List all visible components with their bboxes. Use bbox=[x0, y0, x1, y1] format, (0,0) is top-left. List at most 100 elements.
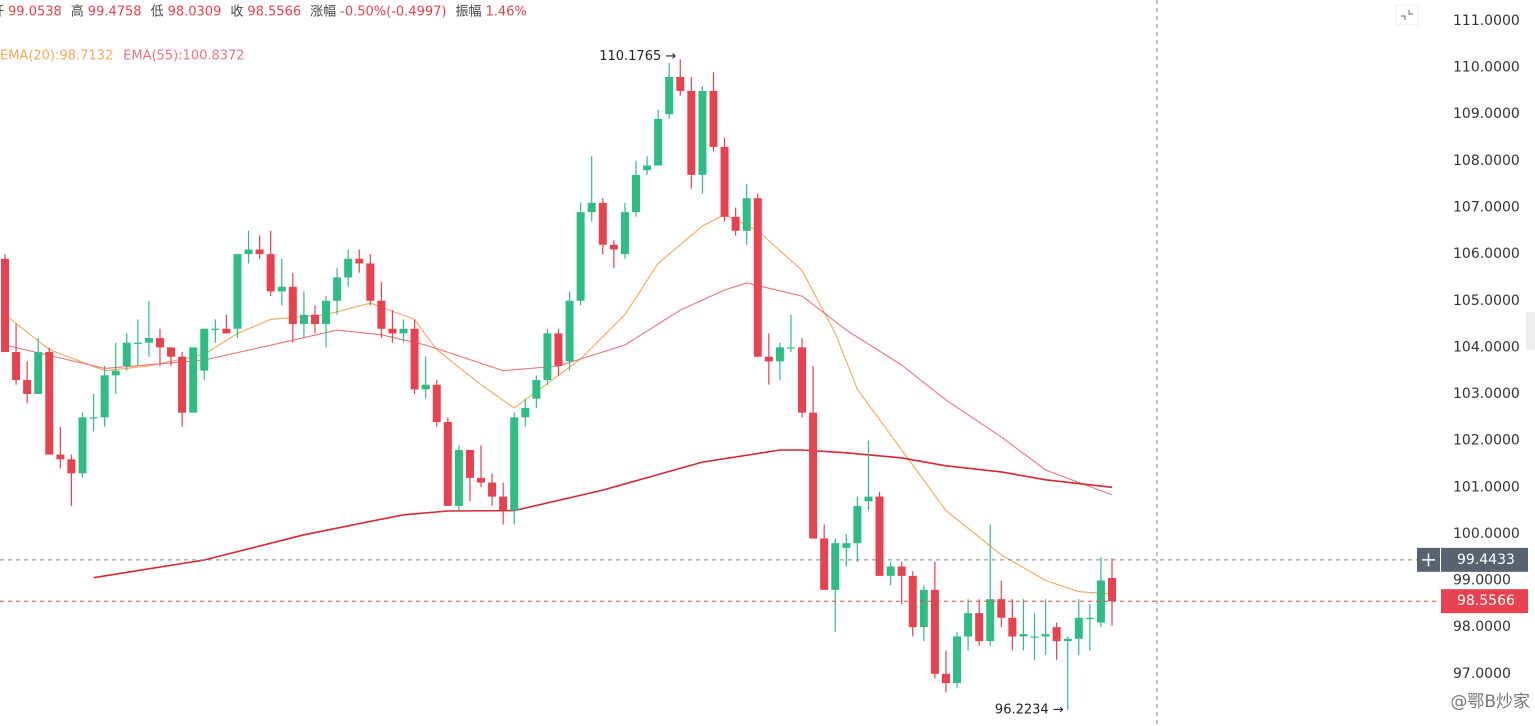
candle-body bbox=[842, 543, 851, 548]
candle-body bbox=[919, 589, 928, 628]
candle-body bbox=[565, 300, 574, 362]
candle-body bbox=[598, 202, 607, 245]
candle-body bbox=[709, 90, 718, 147]
candle-body bbox=[775, 347, 784, 362]
candle-body bbox=[45, 352, 54, 455]
candle-body bbox=[997, 599, 1006, 618]
ema-line bbox=[4, 213, 1113, 595]
candle-body bbox=[1019, 634, 1028, 637]
candle-body bbox=[1074, 617, 1083, 639]
candle-body bbox=[454, 449, 463, 506]
y-tick-label: 106.0000 bbox=[1453, 246, 1520, 262]
candle-body bbox=[255, 249, 264, 255]
candle-body bbox=[477, 477, 486, 483]
candle-body bbox=[698, 90, 707, 175]
expand-icon[interactable] bbox=[1395, 4, 1419, 26]
legend-entry: EMA(55):100.8372 bbox=[123, 49, 244, 64]
candle-body bbox=[56, 454, 65, 460]
candle-body bbox=[953, 636, 962, 684]
candle-body bbox=[366, 263, 375, 301]
candle-body bbox=[23, 380, 32, 395]
candle-body bbox=[355, 258, 364, 264]
extreme-annotation: 110.1765 → bbox=[599, 49, 676, 64]
candle-body bbox=[1041, 634, 1050, 637]
y-tick-label: 109.0000 bbox=[1453, 106, 1520, 122]
candle-body bbox=[886, 566, 895, 576]
candle-body bbox=[753, 198, 762, 357]
candle-body bbox=[12, 352, 21, 381]
header-value: 1.46% bbox=[485, 5, 526, 20]
header-value: 99.0538 bbox=[8, 5, 62, 20]
candle-body bbox=[200, 328, 209, 371]
candle-body bbox=[587, 202, 596, 213]
candle-body bbox=[465, 449, 474, 478]
candle-body bbox=[499, 496, 508, 511]
header-label: 涨幅 bbox=[310, 5, 336, 20]
y-tick-label: 102.0000 bbox=[1453, 433, 1520, 449]
y-tick-label: 111.0000 bbox=[1453, 13, 1520, 29]
candle-body bbox=[178, 356, 187, 413]
candle-body bbox=[986, 599, 995, 642]
candle-body bbox=[432, 384, 441, 422]
candle-body bbox=[620, 212, 629, 255]
candle-body bbox=[1063, 638, 1072, 642]
candle-body bbox=[377, 300, 386, 329]
candle-body bbox=[89, 417, 98, 419]
candle-body bbox=[510, 417, 519, 511]
crosshair-label: 99.4433 bbox=[1457, 552, 1515, 568]
side-handle[interactable] bbox=[1526, 312, 1535, 350]
candle-body bbox=[1052, 627, 1061, 642]
candle-body bbox=[421, 384, 430, 390]
y-tick-label: 110.0000 bbox=[1453, 60, 1520, 76]
candle-body bbox=[576, 212, 585, 301]
y-tick-label: 105.0000 bbox=[1453, 293, 1520, 309]
ema-line bbox=[4, 282, 1113, 496]
candle-body bbox=[654, 118, 663, 166]
candle-body bbox=[399, 328, 408, 334]
header-value: 99.4758 bbox=[88, 5, 142, 20]
candle-body bbox=[233, 254, 242, 329]
header-value: -0.50%(-0.4997) bbox=[340, 5, 446, 20]
candle-body bbox=[288, 286, 297, 325]
candle-body bbox=[798, 347, 807, 413]
candle-body bbox=[122, 342, 131, 367]
candle-body bbox=[786, 347, 795, 349]
candle-body bbox=[764, 356, 773, 362]
candle-body bbox=[720, 146, 729, 217]
candle-body bbox=[443, 421, 452, 506]
legend-entry: EMA(20):98.7132 bbox=[0, 49, 113, 64]
candle-body bbox=[344, 258, 353, 278]
candle-body bbox=[1030, 636, 1039, 638]
header-label: 振幅 bbox=[455, 5, 481, 20]
candle-body bbox=[244, 249, 253, 255]
candle-body bbox=[643, 165, 652, 171]
y-tick-label: 107.0000 bbox=[1453, 199, 1520, 215]
candle-body bbox=[687, 90, 696, 175]
candle-body bbox=[1085, 617, 1094, 620]
candle-body bbox=[111, 370, 120, 376]
candle-body bbox=[875, 496, 884, 576]
header-value: 98.5566 bbox=[247, 5, 301, 20]
candle-body bbox=[809, 412, 818, 539]
candle-body bbox=[1008, 617, 1017, 637]
y-tick-label: 108.0000 bbox=[1453, 153, 1520, 169]
y-tick-label: 103.0000 bbox=[1453, 386, 1520, 402]
y-tick-label: 98.0000 bbox=[1453, 619, 1511, 635]
header-value: 98.0309 bbox=[168, 5, 222, 20]
last-price-bg bbox=[1441, 589, 1528, 614]
plus-icon bbox=[1422, 553, 1435, 567]
ema-line bbox=[93, 449, 1113, 579]
candle-body bbox=[1096, 580, 1105, 623]
candle-body bbox=[67, 459, 76, 474]
header-label: 收 bbox=[230, 5, 243, 20]
candle-body bbox=[964, 613, 973, 637]
candle-body bbox=[897, 566, 906, 576]
candle-body bbox=[488, 482, 497, 497]
watermark: @鄂B炒家 bbox=[1450, 692, 1530, 712]
candle-body bbox=[676, 76, 685, 91]
candle-body bbox=[155, 338, 164, 348]
candle-body bbox=[665, 76, 674, 115]
candle-body bbox=[189, 347, 198, 413]
